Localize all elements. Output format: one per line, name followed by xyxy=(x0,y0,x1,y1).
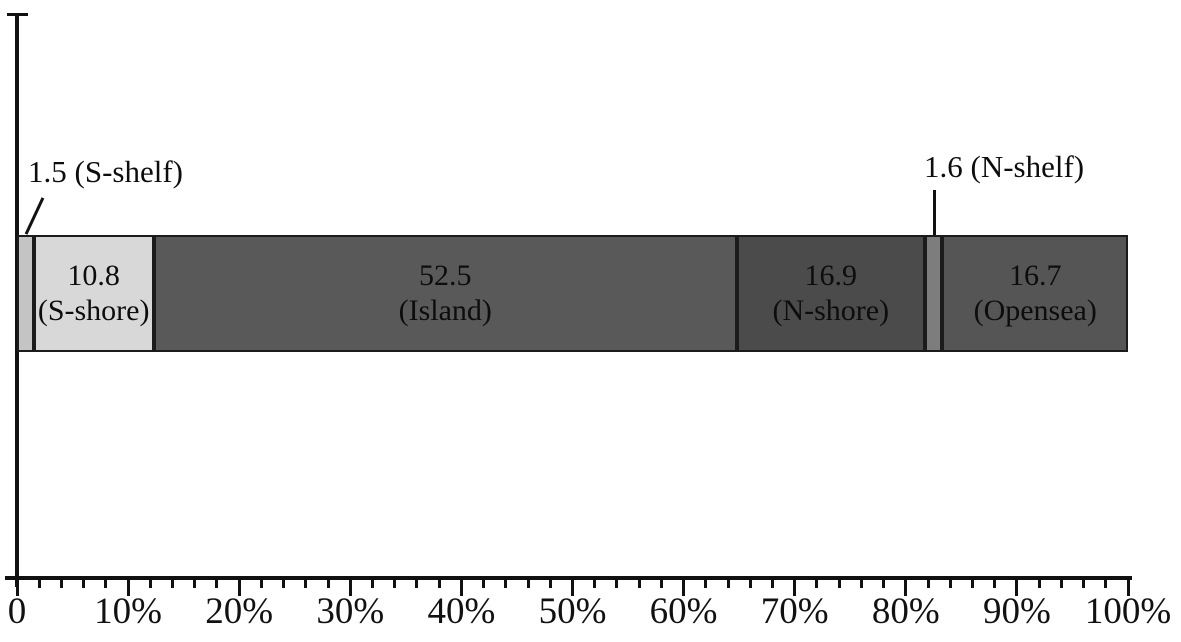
x-axis-minor-tick xyxy=(637,578,641,588)
x-axis-minor-tick xyxy=(948,578,952,588)
x-axis-tick-label: 0 xyxy=(7,591,27,632)
x-axis-minor-tick xyxy=(393,578,397,588)
x-axis-tick-label: 10% xyxy=(94,591,163,632)
x-axis-major-tick xyxy=(682,578,686,596)
x-axis-major-tick xyxy=(348,578,352,596)
segment-value: 10.8 xyxy=(67,259,120,292)
x-axis-minor-tick xyxy=(593,578,597,588)
x-axis-major-tick xyxy=(793,578,797,596)
bar-segment-n-shore: 16.9 (N-shore) xyxy=(736,235,925,352)
x-axis-tick-label: 20% xyxy=(205,591,274,632)
segment-value: 16.9 xyxy=(804,259,858,292)
annotation-n-shelf: 1.6 (N-shelf) xyxy=(924,149,1085,184)
x-axis-tick-label: 30% xyxy=(316,591,385,632)
x-axis-major-tick xyxy=(126,578,130,596)
segment-name: (S-shore) xyxy=(37,293,150,327)
x-axis-minor-tick xyxy=(659,578,663,588)
x-axis-tick-label: 40% xyxy=(427,591,496,632)
x-axis-minor-tick xyxy=(548,578,552,588)
x-axis-minor-tick xyxy=(615,578,619,588)
x-axis-minor-tick xyxy=(837,578,841,588)
x-axis-major-tick xyxy=(459,578,463,596)
x-axis-major-tick xyxy=(237,578,241,596)
segment-name: (N-shore) xyxy=(772,293,890,327)
x-axis-tick-label: 50% xyxy=(538,591,607,632)
x-axis-major-tick xyxy=(1126,578,1130,596)
x-axis-minor-tick xyxy=(1059,578,1063,588)
segment-value: 16.7 xyxy=(1008,259,1062,292)
x-axis-minor-tick xyxy=(104,578,108,588)
bar-segment-s-shelf xyxy=(17,235,34,352)
bar-segment-opensea: 16.7 (Opensea) xyxy=(942,235,1128,352)
x-axis-minor-tick xyxy=(926,578,930,588)
x-axis-major-tick xyxy=(571,578,574,596)
x-axis-minor-tick xyxy=(59,578,63,588)
x-axis-minor-tick xyxy=(82,578,86,588)
x-axis-minor-tick xyxy=(526,578,530,588)
x-axis-minor-tick xyxy=(37,578,41,588)
x-axis-major-tick xyxy=(15,578,19,596)
segment-label-s-shore: 10.8 (S-shore) xyxy=(38,259,150,328)
x-axis-minor-tick xyxy=(1037,578,1041,588)
bar-segment-island: 52.5 (Island) xyxy=(153,235,737,352)
x-axis-minor-tick xyxy=(215,578,219,588)
x-axis-minor-tick xyxy=(770,578,774,588)
annotation-s-shelf: 1.5 (S-shelf) xyxy=(28,154,183,189)
x-axis-minor-tick xyxy=(726,578,730,588)
segment-label-opensea: 16.7 (Opensea) xyxy=(974,259,1097,328)
x-axis-tick-label: 100% xyxy=(1084,591,1172,632)
x-axis-minor-tick xyxy=(748,578,752,588)
segment-name: (Island) xyxy=(398,293,492,327)
x-axis-minor-tick xyxy=(193,578,197,588)
segment-label-island: 52.5 (Island) xyxy=(399,259,492,328)
annotation-n-shelf-leader-line xyxy=(933,190,936,235)
x-axis-minor-tick xyxy=(882,578,886,588)
x-axis-minor-tick xyxy=(1104,578,1108,588)
segment-label-n-shore: 16.9 (N-shore) xyxy=(772,259,889,328)
x-axis-minor-tick xyxy=(482,578,486,588)
x-axis-tick-label: 60% xyxy=(649,591,718,632)
x-axis-minor-tick xyxy=(148,578,152,588)
x-axis-major-tick xyxy=(1015,578,1019,596)
x-axis-minor-tick xyxy=(993,578,997,588)
x-axis-minor-tick xyxy=(415,578,419,588)
x-axis-minor-tick xyxy=(437,578,441,588)
y-axis-top-tick xyxy=(7,13,28,16)
x-axis-minor-tick xyxy=(371,578,375,588)
x-axis-tick-label: 70% xyxy=(760,591,829,632)
x-axis-minor-tick xyxy=(1082,578,1086,588)
bar-segment-n-shelf xyxy=(924,235,943,352)
x-axis-minor-tick xyxy=(859,578,863,588)
x-axis-minor-tick xyxy=(970,578,974,588)
x-axis-line xyxy=(5,576,1132,580)
x-axis-major-tick xyxy=(904,578,908,596)
segment-name: (Opensea) xyxy=(973,293,1097,327)
x-axis-minor-tick xyxy=(259,578,263,588)
x-axis-minor-tick xyxy=(815,578,819,588)
bar-segment-s-shore: 10.8 (S-shore) xyxy=(33,235,154,352)
x-axis-minor-tick xyxy=(171,578,175,588)
x-axis-tick-label: 90% xyxy=(982,591,1051,632)
segment-value: 52.5 xyxy=(419,259,472,292)
x-axis-tick-label: 80% xyxy=(871,591,940,632)
x-axis-minor-tick xyxy=(504,578,508,588)
x-axis-minor-tick xyxy=(304,578,308,588)
x-axis-minor-tick xyxy=(704,578,708,588)
x-axis-minor-tick xyxy=(326,578,330,588)
annotation-s-shelf-leader-line xyxy=(24,197,45,235)
x-axis-minor-tick xyxy=(282,578,286,588)
